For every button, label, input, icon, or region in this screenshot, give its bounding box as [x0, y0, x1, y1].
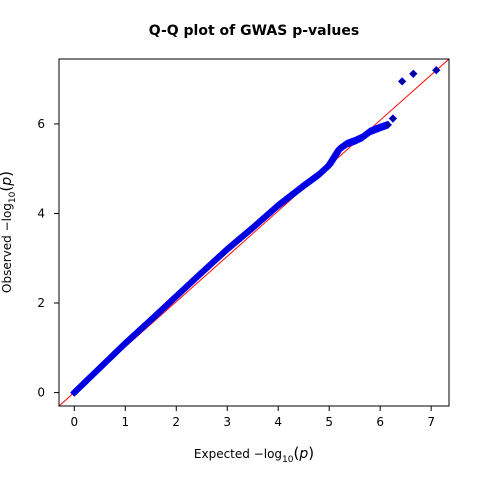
x-tick-label: 5 [325, 415, 333, 429]
x-tick-label: 1 [121, 415, 129, 429]
x-axis: 0 1 2 3 4 5 6 7 [70, 406, 435, 429]
x-axis-label: Expected −log10(p) [194, 444, 314, 465]
x-tick-label: 2 [172, 415, 180, 429]
plot-frame [58, 58, 450, 407]
data-point [388, 114, 398, 123]
x-tick-label: 0 [70, 415, 78, 429]
x-tick-label: 6 [376, 415, 384, 429]
chart-title: Q-Q plot of GWAS p-values [149, 23, 359, 39]
x-tick-label: 4 [274, 415, 282, 429]
x-tick-label: 7 [427, 415, 435, 429]
data-points [70, 66, 441, 397]
y-tick-label: 6 [37, 117, 45, 131]
data-point [432, 66, 441, 75]
y-tick-label: 2 [37, 296, 45, 310]
plot-area [58, 58, 450, 407]
y-tick-label: 4 [37, 206, 45, 220]
data-point [397, 77, 407, 86]
data-point [383, 120, 392, 129]
y-tick-label: 0 [37, 386, 45, 400]
data-point [409, 69, 418, 78]
y-axis: 0 2 4 6 [37, 117, 59, 400]
x-tick-label: 3 [223, 415, 231, 429]
y-axis-label: Observed −log10(p) [0, 171, 18, 293]
